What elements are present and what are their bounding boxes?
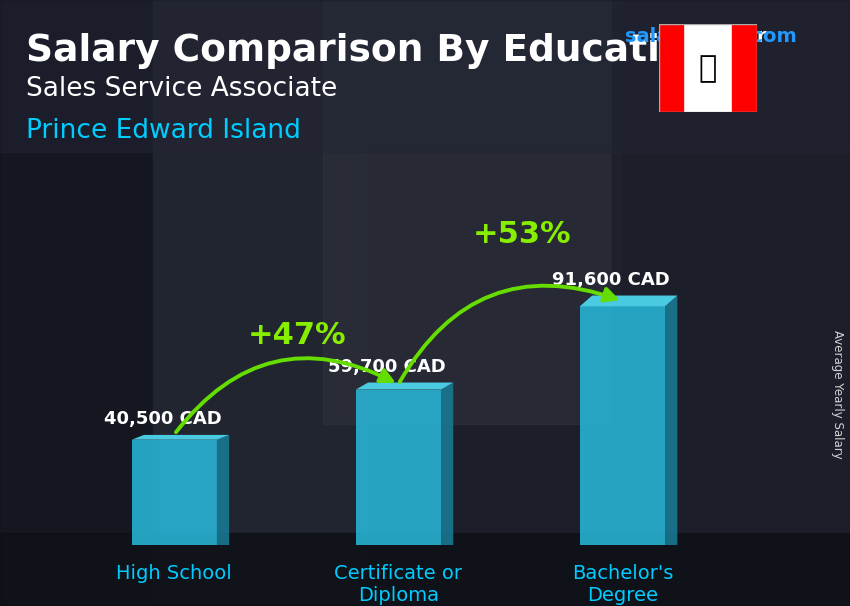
Text: Prince Edward Island: Prince Edward Island bbox=[26, 118, 300, 144]
Text: Bachelor's
Degree: Bachelor's Degree bbox=[572, 564, 673, 605]
Polygon shape bbox=[217, 435, 230, 545]
Text: Salary Comparison By Education: Salary Comparison By Education bbox=[26, 33, 711, 69]
Text: High School: High School bbox=[116, 564, 232, 583]
Polygon shape bbox=[132, 435, 230, 440]
Bar bbox=[612, 0, 850, 606]
Polygon shape bbox=[356, 390, 441, 545]
Text: +53%: +53% bbox=[473, 220, 571, 249]
Bar bbox=[153, 0, 366, 606]
Polygon shape bbox=[580, 296, 677, 306]
Bar bbox=[659, 24, 683, 112]
Bar bbox=[0, 533, 850, 606]
Text: .com: .com bbox=[744, 27, 796, 46]
Bar bbox=[0, 0, 850, 152]
Polygon shape bbox=[580, 306, 665, 545]
Text: Sales Service Associate: Sales Service Associate bbox=[26, 76, 337, 102]
Text: 40,500 CAD: 40,500 CAD bbox=[105, 410, 222, 428]
Text: 91,600 CAD: 91,600 CAD bbox=[552, 271, 670, 289]
Polygon shape bbox=[665, 296, 677, 545]
Text: 🍁: 🍁 bbox=[699, 54, 717, 82]
Text: Certificate or
Diploma: Certificate or Diploma bbox=[334, 564, 462, 605]
Text: 59,700 CAD: 59,700 CAD bbox=[328, 358, 446, 376]
Polygon shape bbox=[132, 440, 217, 545]
Bar bbox=[0, 0, 153, 606]
Text: salary: salary bbox=[625, 27, 692, 46]
Text: explorer: explorer bbox=[674, 27, 767, 46]
Text: +47%: +47% bbox=[248, 321, 347, 350]
Polygon shape bbox=[356, 382, 453, 390]
Bar bbox=[323, 0, 620, 424]
Text: Average Yearly Salary: Average Yearly Salary bbox=[831, 330, 844, 458]
Bar bbox=[732, 24, 756, 112]
Polygon shape bbox=[441, 382, 453, 545]
